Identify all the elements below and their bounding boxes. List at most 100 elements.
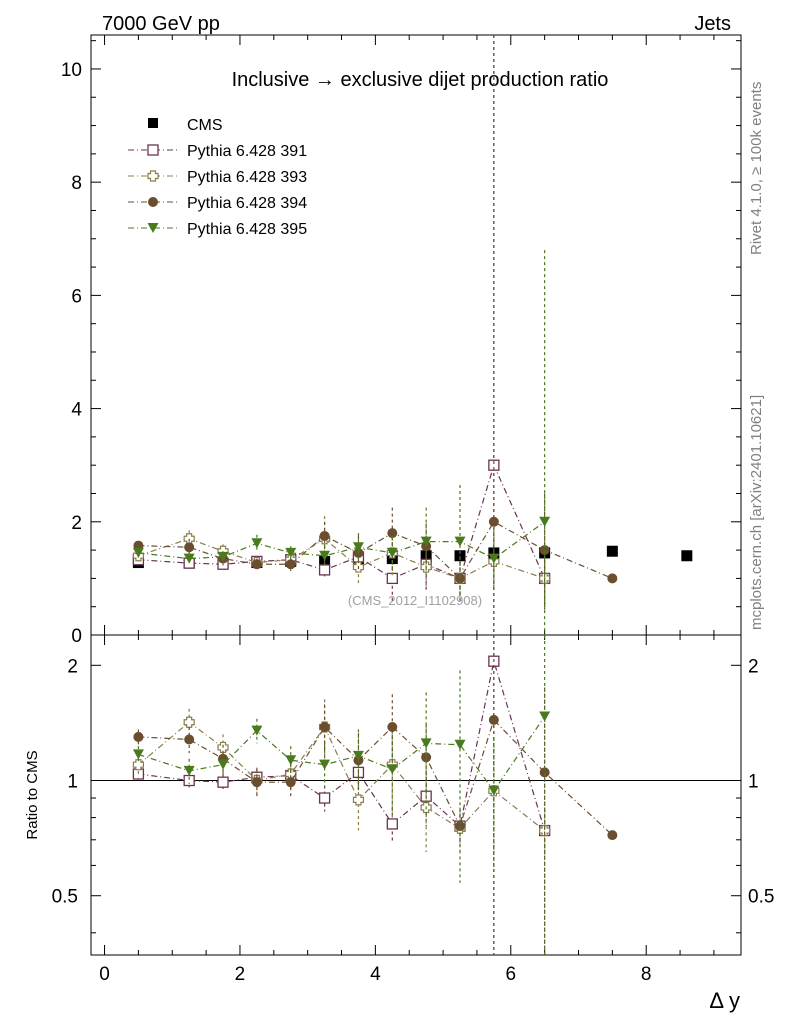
ratio-point-394: [251, 777, 262, 788]
ratio-point-395: [132, 749, 144, 760]
cms-data-point: [606, 545, 618, 557]
point-394: [607, 573, 618, 584]
ratio-point-395: [251, 725, 263, 736]
ratio-point-394: [285, 777, 296, 788]
series-line-395: [138, 521, 545, 560]
point-391: [318, 564, 331, 576]
cms-data-point: [681, 550, 693, 562]
point-395: [319, 550, 331, 561]
analysis-watermark: (CMS_2012_I1102908): [348, 593, 482, 608]
ratio-point-395: [539, 711, 551, 722]
ratio-point-393: [183, 716, 195, 728]
legend-label-cms: CMS: [187, 117, 223, 134]
ratio-tick-label: 2: [67, 656, 78, 677]
ratio-tick-label: 1: [67, 772, 78, 793]
legend-label-393: Pythia 6.428 393: [187, 169, 307, 186]
ratio-point-395: [285, 755, 297, 766]
point-394: [488, 516, 499, 527]
ratio-point-394: [421, 752, 432, 763]
x-tick-label: 0: [99, 964, 110, 985]
point-395: [217, 551, 229, 562]
ratio-point-394: [488, 714, 499, 725]
x-tick-label: 2: [235, 964, 246, 985]
point-395: [285, 547, 297, 558]
legend: CMS Pythia 6.428 391 Pythia 6.428 393 Py…: [128, 117, 307, 238]
header-jets-label: Jets: [694, 13, 731, 35]
ratio-series-group: [132, 635, 618, 955]
axis-ticks: 0 2 4 6 8 0 2 4 6 8 10 0.5 0.5 1 1 2 2: [52, 35, 774, 985]
point-395: [251, 538, 263, 549]
ratio-point-394: [133, 731, 144, 742]
ratio-point-395: [454, 739, 466, 750]
y-axis-label-ratio: Ratio to CMS: [24, 750, 41, 839]
ratio-point-393: [539, 824, 551, 837]
ratio-point-395: [183, 765, 195, 776]
y-tick-label: 8: [71, 173, 82, 194]
ratio-point-391: [318, 792, 331, 804]
y-tick-label: 0: [71, 626, 82, 647]
mcplots-credit-label: mcplots.cern.ch [arXiv:2401.10621]: [748, 395, 765, 630]
point-395: [183, 553, 195, 564]
point-395: [454, 536, 466, 547]
ratio-point-393: [132, 759, 144, 771]
legend-marker-391: [147, 144, 159, 156]
ratio-point-394: [184, 734, 195, 745]
ratio-point-391: [217, 776, 229, 788]
legend-marker-cms: [148, 118, 158, 128]
legend-label-395: Pythia 6.428 395: [187, 221, 307, 238]
legend-marker-393: [147, 170, 159, 182]
point-394: [319, 530, 330, 541]
legend-label-391: Pythia 6.428 391: [187, 143, 307, 160]
x-axis-label: Δ y: [709, 988, 740, 1013]
ratio-line-393: [138, 721, 546, 832]
point-391: [488, 459, 500, 471]
ratio-tick-label-right: 2: [748, 656, 759, 677]
point-394: [387, 528, 398, 539]
ratio-point-395: [420, 738, 432, 749]
ratio-point-395: [319, 759, 331, 770]
ratio-point-394: [539, 767, 550, 778]
point-394: [285, 559, 296, 570]
x-tick-label: 4: [370, 964, 381, 985]
ratio-line-391: [138, 661, 546, 831]
ratio-tick-label-right: 0.5: [748, 887, 774, 908]
y-tick-label: 10: [61, 60, 82, 81]
header-energy-label: 7000 GeV pp: [102, 13, 220, 35]
x-tick-label: 6: [506, 964, 517, 985]
series-line-391: [138, 463, 546, 580]
y-tick-label: 2: [71, 513, 82, 534]
ratio-point-394: [319, 721, 330, 732]
point-394: [184, 542, 195, 553]
x-tick-label: 8: [641, 964, 652, 985]
ratio-point-395: [217, 759, 229, 770]
rivet-version-label: Rivet 4.1.0, ≥ 100k events: [748, 82, 765, 255]
point-395: [386, 547, 398, 558]
point-395: [420, 536, 432, 547]
ratio-line-395: [138, 716, 546, 792]
ratio-point-394: [387, 721, 398, 732]
legend-label-394: Pythia 6.428 394: [187, 195, 307, 212]
y-tick-label: 4: [71, 400, 82, 421]
ratio-point-393: [352, 794, 365, 806]
ratio-point-395: [352, 750, 364, 761]
point-395: [539, 516, 551, 527]
ratio-point-395: [386, 764, 398, 775]
ratio-point-394: [607, 830, 618, 841]
y-tick-label: 6: [71, 286, 82, 307]
ratio-panel-frame: [90, 634, 742, 956]
chart-title: Inclusive → exclusive dijet production r…: [232, 69, 609, 91]
point-394: [455, 573, 466, 584]
ratio-tick-label: 0.5: [52, 887, 78, 908]
point-395: [488, 553, 500, 564]
ratio-point-391: [386, 818, 398, 830]
ratio-point-394: [455, 821, 466, 832]
point-395: [352, 542, 364, 553]
ratio-tick-label-right: 1: [748, 772, 759, 793]
point-395: [132, 547, 144, 558]
main-series-group: [132, 35, 693, 635]
ratio-point-395: [488, 785, 500, 796]
legend-marker-395: [147, 223, 159, 233]
legend-marker-394: [148, 197, 158, 207]
point-394: [251, 559, 262, 570]
